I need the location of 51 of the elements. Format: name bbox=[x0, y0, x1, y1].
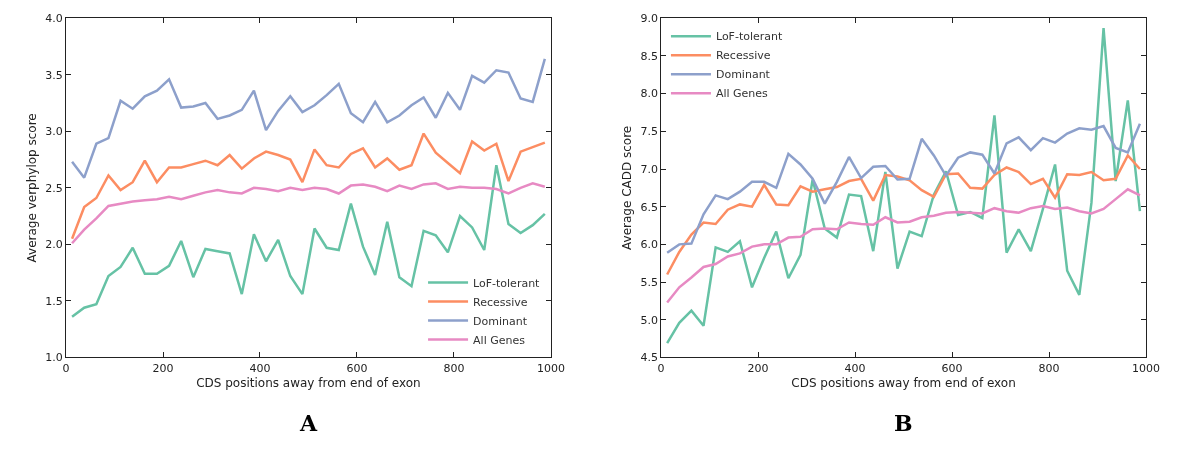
line-series bbox=[665, 154, 1142, 276]
line-series bbox=[70, 132, 547, 240]
y-tick-label: 5.0 bbox=[640, 313, 658, 327]
legend-label: All Genes bbox=[715, 87, 769, 101]
y-tick-label: 2.0 bbox=[45, 238, 63, 252]
legend-label: Recessive bbox=[473, 295, 528, 309]
y-axis-title: Average verphylop score bbox=[24, 113, 39, 263]
line-series bbox=[70, 57, 547, 179]
legend-label: All Genes bbox=[473, 333, 526, 347]
legend-label: Recessive bbox=[715, 49, 771, 63]
line-series bbox=[665, 188, 1142, 304]
y-tick-label: 1.0 bbox=[45, 351, 63, 365]
x-tick-label: 400 bbox=[249, 361, 271, 375]
y-tick-label: 8.0 bbox=[640, 87, 658, 101]
y-tick-label: 4.0 bbox=[45, 12, 63, 26]
x-tick-label: 800 bbox=[1038, 361, 1060, 375]
line-series bbox=[70, 182, 547, 245]
y-tick-label: 7.5 bbox=[640, 125, 658, 139]
y-tick-label: 8.5 bbox=[640, 49, 658, 63]
y-tick-label: 1.5 bbox=[45, 294, 63, 308]
y-axis-title: Average CADD score bbox=[619, 125, 634, 250]
x-tick-label: 600 bbox=[941, 361, 963, 375]
line-series bbox=[70, 163, 547, 318]
text: A bbox=[299, 410, 318, 436]
x-tick-label: 0 bbox=[62, 361, 70, 375]
x-tick-label: 800 bbox=[443, 361, 465, 375]
line-series bbox=[665, 122, 1142, 254]
x-tick-label: 400 bbox=[844, 361, 866, 375]
x-tick-label: 200 bbox=[152, 361, 174, 375]
y-tick-label: 9.0 bbox=[640, 12, 658, 26]
legend-label: Dominant bbox=[473, 314, 528, 328]
text: B bbox=[894, 410, 913, 436]
y-tick-label: 6.0 bbox=[640, 238, 658, 252]
y-tick-label: 2.5 bbox=[45, 181, 63, 195]
legend-label: Dominant bbox=[715, 68, 771, 82]
line-series bbox=[665, 26, 1142, 345]
y-tick-label: 3.0 bbox=[45, 125, 63, 139]
y-tick-label: 7.0 bbox=[640, 162, 658, 176]
x-tick-label: 600 bbox=[346, 361, 368, 375]
y-tick-label: 4.5 bbox=[640, 351, 658, 365]
x-tick-label: 0 bbox=[657, 361, 665, 375]
y-tick-label: 6.5 bbox=[640, 200, 658, 214]
x-axis-title: CDS positions away from end of exon bbox=[791, 375, 1016, 390]
legend-label: LoF-tolerant bbox=[473, 276, 541, 290]
x-axis-title: CDS positions away from end of exon bbox=[196, 375, 421, 390]
x-tick-label: 1000 bbox=[536, 361, 565, 375]
x-tick-label: 1000 bbox=[1131, 361, 1160, 375]
legend-label: LoF-tolerant bbox=[715, 30, 784, 44]
x-tick-label: 200 bbox=[747, 361, 769, 375]
y-tick-label: 3.5 bbox=[45, 68, 63, 82]
y-tick-label: 5.5 bbox=[640, 275, 658, 289]
